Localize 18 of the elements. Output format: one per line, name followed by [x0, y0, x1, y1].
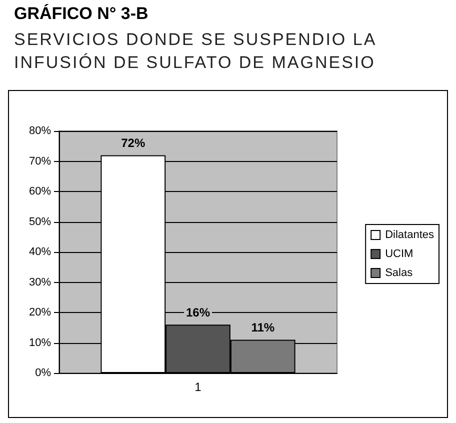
y-tick-label: 50% — [28, 216, 52, 228]
data-label: 72% — [121, 136, 146, 150]
y-tick-label: 30% — [28, 276, 52, 288]
legend-label: Salas — [385, 267, 414, 279]
y-tick-label: 20% — [28, 306, 52, 318]
y-tick-label: 10% — [28, 336, 52, 349]
y-tick-label: 40% — [28, 246, 52, 258]
y-tick-label: 60% — [28, 186, 52, 198]
chart-title: GRÁFICO N° 3-B — [14, 4, 148, 24]
legend-label: Dilatantes — [385, 229, 434, 241]
y-tick-label: 0% — [35, 367, 52, 379]
data-label: 16% — [186, 306, 210, 320]
x-tick-label: 1 — [194, 380, 202, 394]
y-tick-label: 70% — [28, 155, 52, 168]
chart-subtitle: SERVICIOS DONDE SE SUSPENDIO LA INFUSIÓN DE SULFATO DE MAGNESIO — [14, 29, 377, 74]
y-tick-label: 80% — [28, 125, 52, 137]
legend-label: UCIM — [385, 248, 414, 260]
data-label: 11% — [251, 320, 275, 335]
